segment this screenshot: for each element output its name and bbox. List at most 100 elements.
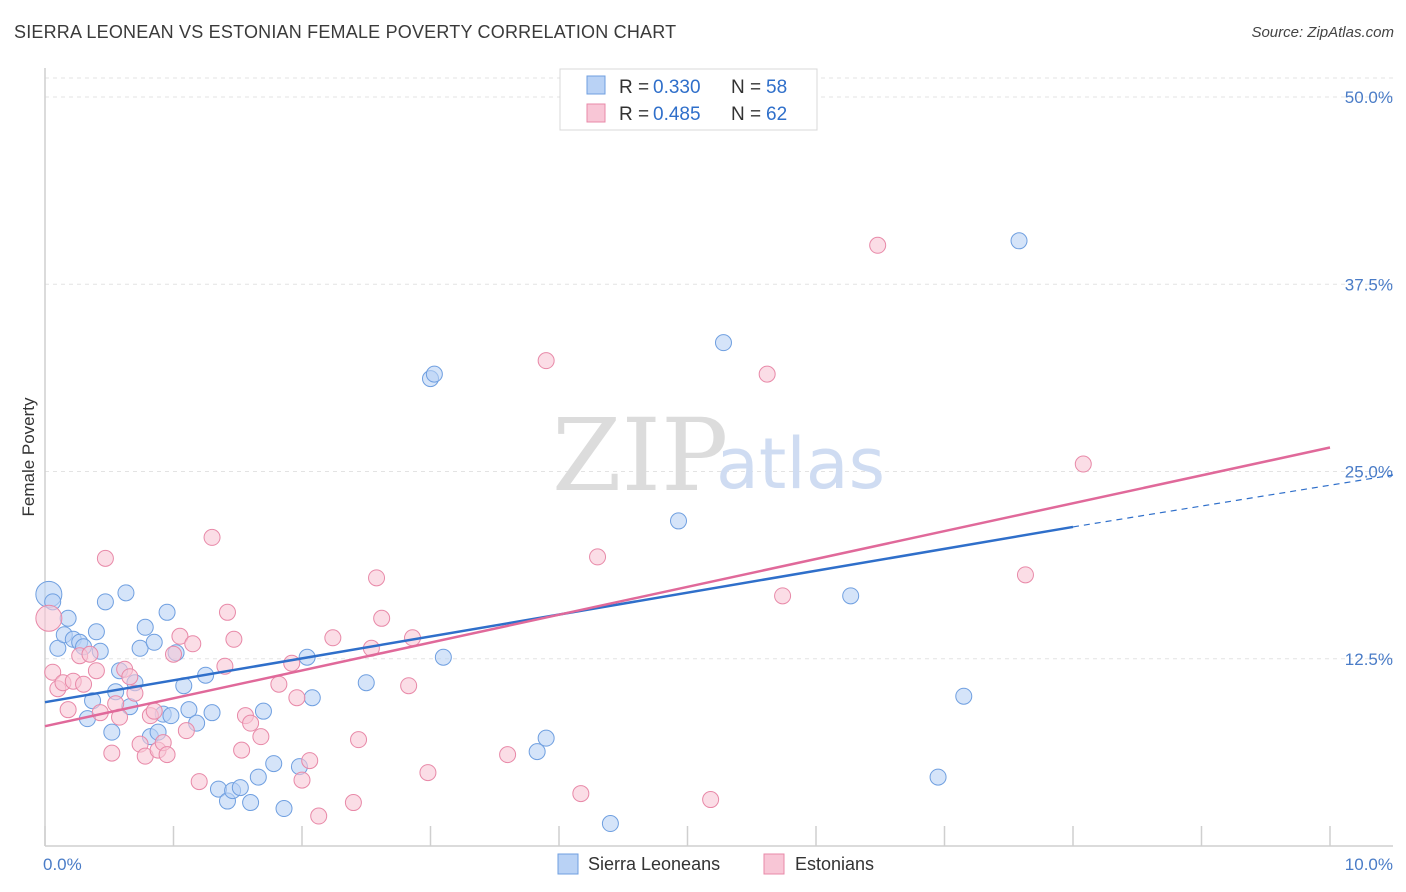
y-tick-label-0: 12.5%	[1345, 650, 1393, 669]
estonians-point-40	[288, 689, 306, 707]
estonians-point-4	[59, 701, 77, 719]
series-estonians-points	[35, 236, 1092, 825]
estonians-point-57	[702, 791, 720, 809]
legend-n-label-0: N =	[731, 77, 761, 98]
sierra-leoneans-point-56	[955, 687, 973, 705]
legend-bottom-swatch-pink	[763, 853, 785, 875]
legend-r-label-0: R =	[619, 77, 649, 98]
watermark: ZIP atlas	[552, 397, 885, 514]
legend-n-value-0: 58	[766, 77, 787, 98]
estonians-point-39	[283, 654, 301, 672]
chart-title: SIERRA LEONEAN VS ESTONIAN FEMALE POVERT…	[14, 22, 677, 42]
estonians-point-1	[44, 663, 62, 681]
sierra-leoneans-point-32	[203, 704, 221, 722]
estonians-point-61	[1016, 566, 1034, 584]
axes	[44, 68, 1393, 847]
sierra-leoneans-point-41	[275, 800, 293, 818]
estonians-point-49	[373, 609, 391, 627]
sierra-leoneans-point-20	[136, 618, 154, 636]
estonians-point-58	[758, 365, 776, 383]
y-tick-labels: 12.5%25.0%37.5%50.0%	[1345, 88, 1393, 669]
estonians-point-12	[103, 744, 121, 762]
legend-bottom-swatch-blue	[557, 853, 579, 875]
legend-r-value-1: 0.485	[653, 104, 701, 125]
sierra-leoneans-point-16	[117, 584, 135, 602]
estonians-point-34	[233, 741, 251, 759]
estonians-point-56	[589, 548, 607, 566]
estonians-point-30	[203, 528, 221, 546]
estonians-point-11	[96, 549, 114, 567]
estonians-point-21	[145, 702, 163, 720]
sierra-leoneans-point-50	[537, 729, 555, 747]
sierra-leoneans-point-45	[357, 674, 375, 692]
estonians-point-62	[1074, 455, 1092, 473]
sierra-leoneans-point-22	[145, 633, 163, 651]
sierra-leoneans-point-39	[254, 702, 272, 720]
estonians-point-9	[87, 662, 105, 680]
sierra-leoneans-point-9	[84, 692, 102, 710]
estonians-point-52	[419, 764, 437, 782]
estonians-point-32	[218, 603, 236, 621]
sierra-leoneans-point-40	[265, 755, 283, 773]
legend-swatch-blue	[586, 75, 606, 95]
estonians-point-43	[310, 807, 328, 825]
trendline-extension-sierra-leoneans	[1072, 474, 1394, 528]
sierra-leoneans-point-49	[528, 743, 546, 761]
sierra-leoneans-point-10	[87, 623, 105, 641]
estonians-point-60	[869, 236, 887, 254]
estonians-point-37	[252, 728, 270, 746]
sierra-leoneans-point-36	[231, 779, 249, 797]
trendlines	[44, 446, 1394, 728]
estonians-point-33	[225, 630, 243, 648]
y-tick-label-3: 50.0%	[1345, 88, 1393, 107]
estonians-point-17	[126, 684, 144, 702]
estonians-point-26	[171, 627, 189, 645]
trendline-estonians	[44, 446, 1331, 728]
x-tick-marks	[44, 826, 1331, 846]
sierra-leoneans-point-13	[103, 723, 121, 741]
estonians-point-27	[177, 722, 195, 740]
estonians-point-0	[35, 604, 63, 632]
estonians-point-50	[400, 677, 418, 695]
series-sierra-leoneans-points	[35, 232, 1028, 833]
source-label: Source: ZipAtlas.com	[1251, 24, 1394, 41]
sierra-leoneans-point-19	[131, 639, 149, 657]
estonians-point-7	[75, 675, 93, 693]
sierra-leoneans-point-44	[303, 689, 321, 707]
sierra-leoneans-point-37	[242, 794, 260, 812]
estonians-point-8	[81, 645, 99, 663]
legend-bottom-label-0: Sierra Leoneans	[588, 854, 720, 874]
legend-n-label-1: N =	[731, 104, 761, 125]
sierra-leoneans-point-4	[59, 609, 77, 627]
legend-r-value-0: 0.330	[653, 77, 701, 98]
sierra-leoneans-point-38	[249, 768, 267, 786]
y-axis-label: Female Poverty	[19, 397, 38, 517]
x-tick-labels: 0.0% 10.0%	[43, 855, 1393, 874]
estonians-point-24	[158, 746, 176, 764]
legend-top: R = 0.330 N = 58 R = 0.485 N = 62	[559, 68, 818, 131]
estonians-point-48	[368, 569, 386, 587]
estonians-point-25	[165, 645, 182, 663]
estonians-point-46	[350, 731, 368, 749]
estonians-point-42	[301, 752, 319, 770]
legend-swatch-pink	[586, 103, 606, 123]
watermark-atlas: atlas	[716, 423, 885, 505]
sierra-leoneans-point-48	[434, 648, 452, 666]
estonians-point-28	[184, 635, 202, 653]
estonians-point-29	[190, 773, 208, 791]
sierra-leoneans-point-47	[425, 365, 443, 383]
sierra-leoneans-point-25	[158, 603, 176, 621]
legend-bottom: Sierra Leoneans Estonians	[557, 853, 874, 875]
sierra-leoneans-point-55	[929, 768, 947, 786]
estonians-point-44	[324, 629, 342, 647]
sierra-leoneans-point-54	[842, 587, 860, 605]
estonians-point-53	[499, 746, 517, 764]
grid-lines	[45, 77, 1393, 660]
estonians-point-45	[344, 794, 362, 812]
sierra-leoneans-point-29	[180, 701, 198, 719]
estonians-point-59	[774, 587, 792, 605]
sierra-leoneans-point-53	[714, 334, 732, 352]
estonians-point-55	[572, 785, 590, 803]
sierra-leoneans-point-52	[670, 512, 688, 530]
